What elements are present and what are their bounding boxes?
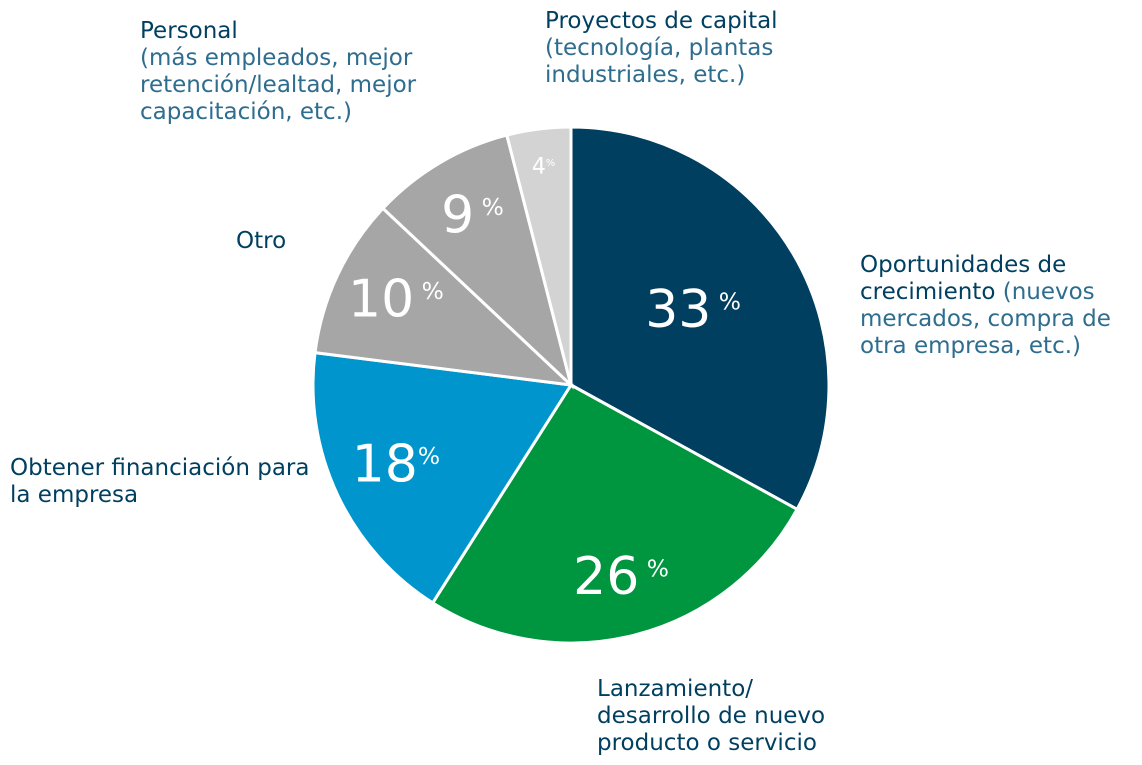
value-label: 10 %	[348, 270, 444, 330]
pie-slice	[505, 125, 573, 386]
category-label: Oportunidades de crecimiento (nuevos mer…	[860, 252, 1142, 360]
category-detail: (más empleados, mejor retención/lealtad,…	[140, 45, 417, 125]
category-detail: (nuevos mercados, compra de otra empresa…	[860, 279, 1111, 359]
value-label: 33 %	[645, 280, 741, 340]
category-label: Proyectos de capital (tecnología, planta…	[545, 8, 845, 89]
pie-slice	[311, 350, 574, 605]
value-label: 26 %	[573, 547, 669, 607]
value-label: 9 %	[441, 185, 504, 245]
category-label: Otro	[236, 228, 356, 255]
category-name: Otro	[236, 228, 287, 254]
category-label: Personal (más empleados, mejor retención…	[140, 18, 460, 126]
pie-slice	[313, 206, 576, 388]
category-name: Personal	[140, 18, 238, 44]
category-label: Obtener financiación para la empresa	[10, 455, 310, 509]
category-name: Oportunidades de crecimiento	[860, 252, 1067, 305]
category-detail: (tecnología, plantas industriales, etc.)	[545, 35, 774, 88]
pie-slice	[569, 125, 831, 512]
category-name: Obtener financiación para la empresa	[10, 455, 310, 508]
value-label: 4%	[532, 154, 555, 179]
value-label: 18%	[352, 434, 440, 494]
category-label: Lanzamiento/ desarrollo de nuevo product…	[597, 676, 867, 757]
pie-slice	[430, 383, 800, 645]
pie-slice	[380, 133, 574, 390]
category-name: Lanzamiento/ desarrollo de nuevo product…	[597, 676, 826, 756]
category-name: Proyectos de capital	[545, 8, 778, 34]
